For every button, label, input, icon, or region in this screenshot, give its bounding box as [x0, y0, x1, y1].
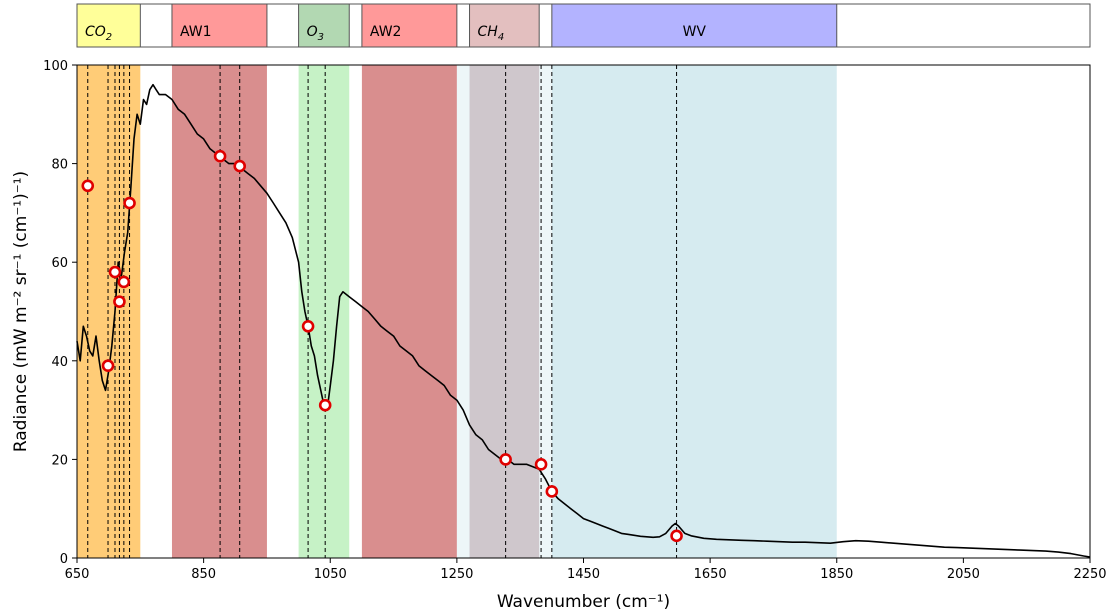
- channel-marker-1: [101, 359, 115, 373]
- x-tick-label-2050: 2050: [947, 567, 980, 582]
- channel-marker-9: [318, 398, 332, 412]
- channel-marker-13: [670, 529, 683, 543]
- y-tick-label-20: 20: [51, 453, 68, 468]
- x-tick-label-850: 850: [191, 567, 216, 582]
- x-axis-title: Wavenumber (cm⁻¹): [497, 592, 670, 612]
- y-tick-label-80: 80: [51, 158, 68, 173]
- channel-marker-2: [108, 265, 122, 279]
- channel-marker-12: [545, 485, 559, 498]
- x-tick-label-1650: 1650: [694, 567, 727, 582]
- x-tick-label-1850: 1850: [820, 567, 853, 582]
- channel-marker-11: [534, 458, 548, 471]
- band-header-ch4: [469, 3, 540, 48]
- spectrum: [76, 83, 1091, 558]
- band-header-o3: [298, 3, 350, 48]
- channel-marker-5: [123, 196, 136, 210]
- axes: 650 850 1050 1250 1450 1650 1850 2050 2250 0 20 40 6…: [43, 59, 1106, 582]
- x-tick-label-1250: 1250: [440, 567, 473, 582]
- band-label-co2: CO2: [85, 24, 112, 43]
- band-label-aw1: AW1: [180, 24, 212, 40]
- y-tick-label-40: 40: [51, 355, 68, 370]
- band-shading: [77, 65, 837, 558]
- x-tick-label-1050: 1050: [314, 567, 347, 582]
- selected-channel-markers: [81, 149, 683, 543]
- y-tick-label-0: 0: [60, 552, 68, 567]
- x-tick-label-1450: 1450: [567, 567, 600, 582]
- y-tick-label-60: 60: [51, 256, 68, 271]
- band-label-wv: WV: [683, 24, 707, 40]
- spectral-band-header: CO2 AW1 O3 AW2 CH4 WV: [76, 3, 1091, 48]
- channel-marker-0: [81, 179, 95, 193]
- band-shade-co2: [77, 65, 141, 558]
- y-tick-label-100: 100: [43, 59, 68, 74]
- channel-marker-6: [213, 149, 227, 163]
- band-shade-o3: [298, 65, 350, 558]
- band-shade-wv: [551, 65, 837, 558]
- band-label-ch4: CH4: [478, 24, 505, 43]
- channel-marker-10: [499, 453, 512, 466]
- band-shade-ch4: [469, 65, 540, 558]
- x-tick-label-2250: 2250: [1073, 567, 1106, 582]
- band-shade-aw2: [361, 65, 457, 558]
- band-header-wv: [551, 3, 838, 48]
- band-label-o3: O3: [307, 24, 324, 43]
- band-header-aw2: [361, 3, 458, 48]
- band-shade-aw1: [171, 65, 267, 558]
- channel-marker-7: [233, 159, 247, 173]
- channel-marker-4: [117, 275, 131, 289]
- extra-shade-0: [456, 65, 552, 558]
- y-axis-title: Radiance (mW m⁻² sr⁻¹ (cm⁻¹)⁻¹): [11, 171, 31, 452]
- band-header-co2: [76, 3, 141, 48]
- band-header-aw1: [171, 3, 268, 48]
- spectrum-line: [76, 83, 1091, 558]
- band-label-aw2: AW2: [370, 24, 402, 40]
- channel-marker-3: [113, 295, 126, 308]
- channel-marker-8: [301, 319, 315, 333]
- x-tick-label-650: 650: [65, 567, 90, 582]
